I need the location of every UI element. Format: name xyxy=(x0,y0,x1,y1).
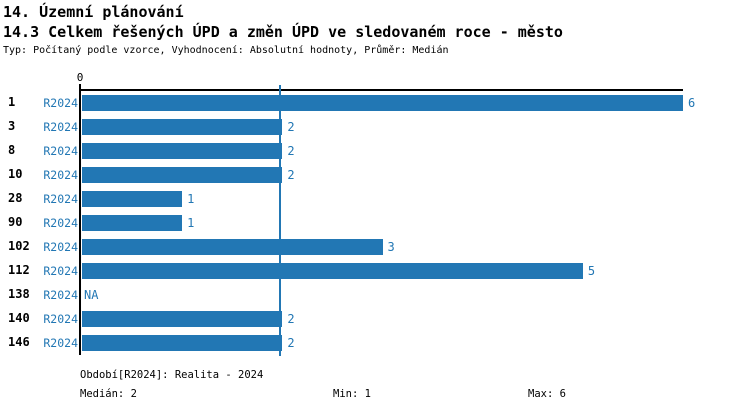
row-category-label: 28 xyxy=(8,191,23,205)
row-category-label: 10 xyxy=(8,167,23,181)
row-series-label: R2024 xyxy=(43,168,78,182)
row-series-label: R2024 xyxy=(43,288,78,302)
row-category-label: 90 xyxy=(8,215,23,229)
row-series-label: R2024 xyxy=(43,336,78,350)
bar xyxy=(82,311,283,327)
y-axis-line xyxy=(79,84,81,355)
bar-value-label: 5 xyxy=(587,264,596,278)
chart-row: 8 R2024 2 xyxy=(0,139,750,163)
footer-period-label: Období[R2024]: Realita - 2024 xyxy=(80,369,264,381)
chart-subtitle: 14.3 Celkem řešených ÚPD a změn ÚPD ve s… xyxy=(3,23,563,41)
chart-meta-line: Typ: Počítaný podle vzorce, Vyhodnocení:… xyxy=(3,45,449,56)
bar xyxy=(82,215,183,231)
bar-value-label: 2 xyxy=(287,168,295,182)
chart-rows: 1 R2024 6 3 R2024 2 8 R2024 2 10 R2024 2 28 R2024 1 90 R… xyxy=(0,91,750,355)
bar xyxy=(82,143,283,159)
footer-median-stat: Medián: 2 xyxy=(80,388,137,400)
row-category-label: 146 xyxy=(8,335,30,349)
row-category-label: 138 xyxy=(8,287,30,301)
median-line xyxy=(279,85,282,356)
bar-value-label: 6 xyxy=(688,96,696,110)
bar-value-label: 1 xyxy=(187,192,195,206)
row-category-label: 3 xyxy=(8,119,16,133)
bar xyxy=(82,263,583,279)
footer-min-stat: Min: 1 xyxy=(333,388,371,400)
bar xyxy=(82,239,383,255)
row-category-label: 112 xyxy=(8,263,30,277)
chart-row: 28 R2024 1 xyxy=(0,187,750,211)
row-series-label: R2024 xyxy=(43,312,78,326)
row-series-label: R2024 xyxy=(43,192,78,206)
row-category-label: 140 xyxy=(8,311,30,325)
bar xyxy=(82,119,283,135)
bar-value-label: 2 xyxy=(287,312,295,326)
row-category-label: 102 xyxy=(8,239,30,253)
x-axis-line xyxy=(80,89,683,91)
row-series-label: R2024 xyxy=(43,96,78,110)
chart-row: 140 R2024 2 xyxy=(0,307,750,331)
bar xyxy=(82,167,283,183)
chart-row: 112 R2024 5 xyxy=(0,259,750,283)
chart-row: 146 R2024 2 xyxy=(0,331,750,355)
chart-row: 3 R2024 2 xyxy=(0,115,750,139)
bar-value-label: 1 xyxy=(187,216,195,230)
chart-row: 1 R2024 6 xyxy=(0,91,750,115)
bar xyxy=(82,95,683,111)
x-axis-zero-tick-label: 0 xyxy=(76,71,84,84)
row-series-label: R2024 xyxy=(43,264,78,278)
row-category-label: 1 xyxy=(8,95,16,109)
bar-value-label: 2 xyxy=(287,336,295,350)
row-series-label: R2024 xyxy=(43,144,78,158)
bar-value-label: 2 xyxy=(287,120,295,134)
row-category-label: 8 xyxy=(8,143,16,157)
chart-row: 138 R2024 NA xyxy=(0,283,750,307)
bar-value-label: 2 xyxy=(287,144,295,158)
chart-row: 102 R2024 3 xyxy=(0,235,750,259)
row-series-label: R2024 xyxy=(43,120,78,134)
row-series-label: R2024 xyxy=(43,240,78,254)
footer-max-stat: Max: 6 xyxy=(528,388,566,400)
chart-title: 14. Územní plánování xyxy=(3,3,184,21)
bar-value-label: 3 xyxy=(387,240,395,254)
bar xyxy=(82,335,283,351)
row-series-label: R2024 xyxy=(43,216,78,230)
bar xyxy=(82,191,183,207)
chart-row: 90 R2024 1 xyxy=(0,211,750,235)
chart-row: 10 R2024 2 xyxy=(0,163,750,187)
row-na-label: NA xyxy=(84,288,99,302)
